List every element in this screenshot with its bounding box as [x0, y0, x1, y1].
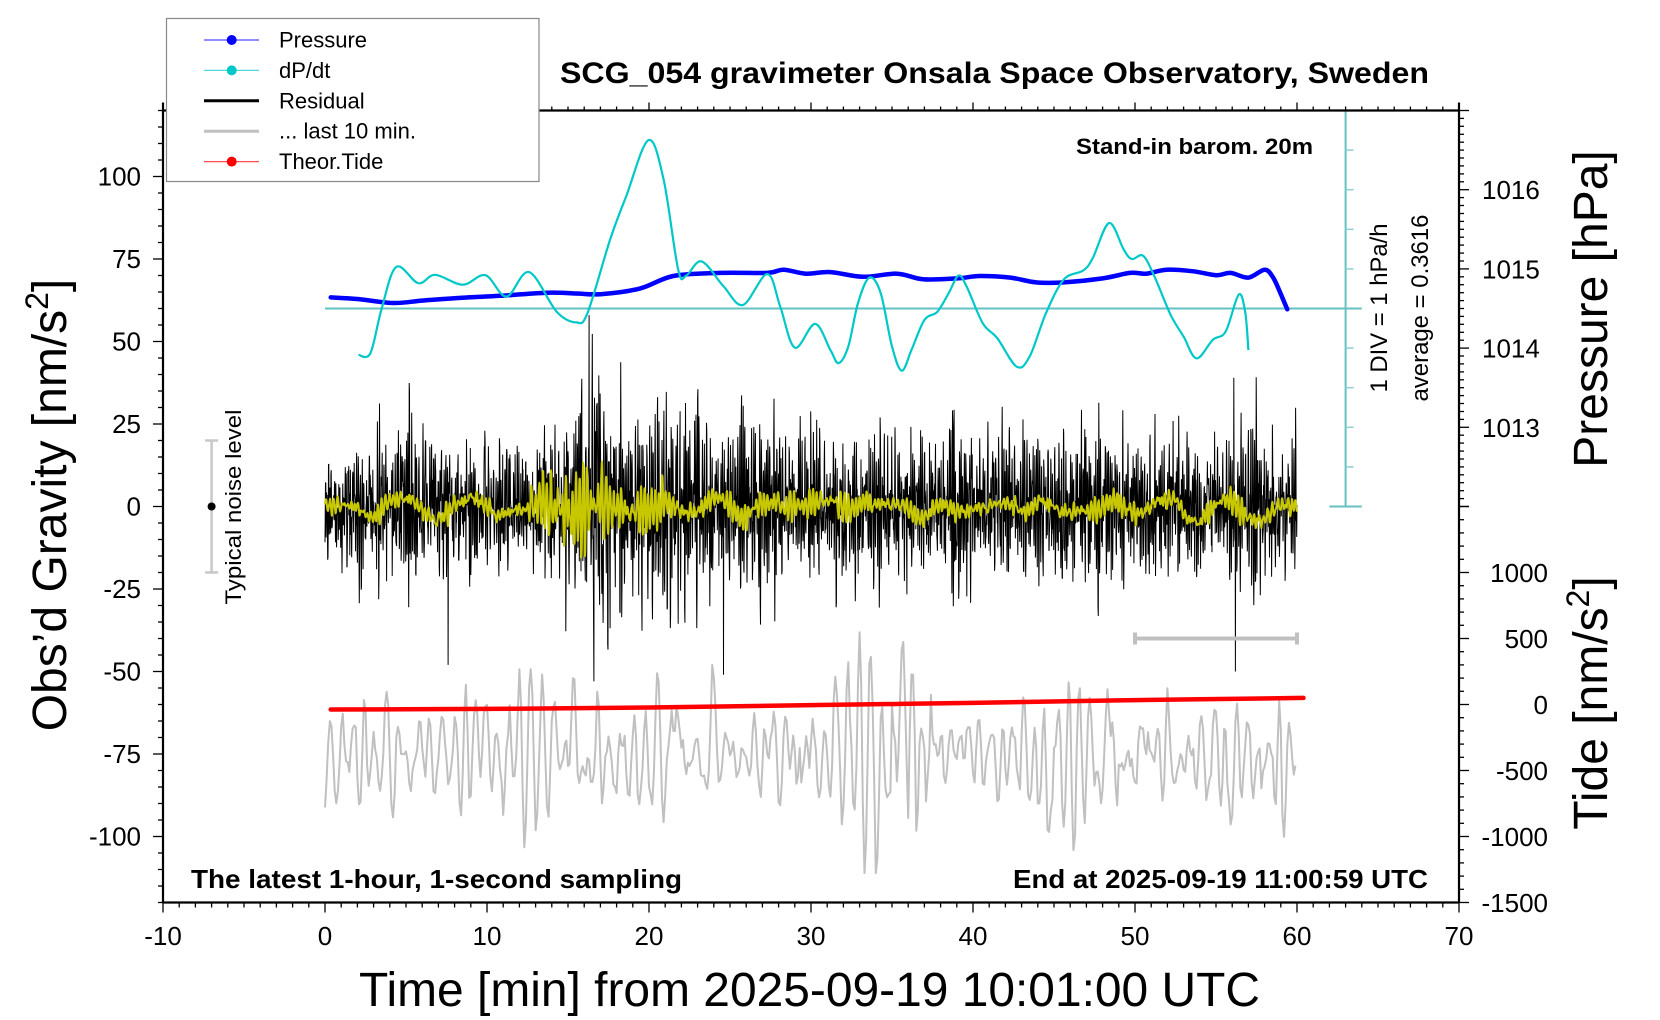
dpdt-line: [358, 139, 1250, 372]
pressure-line: [328, 267, 1290, 312]
x-tick-label: 40: [959, 921, 988, 951]
y-left-tick-label: -25: [103, 574, 141, 604]
x-tick-label: 60: [1283, 921, 1312, 951]
tide-tick-label: -1500: [1482, 888, 1549, 918]
y-axis-title-tide: Tide [nm/s2]: [1560, 576, 1618, 829]
y-left-tick-label: 50: [112, 327, 141, 357]
y-axis-title-left-sup: 2: [19, 292, 55, 310]
x-tick-label: 50: [1121, 921, 1150, 951]
tide-tick-label: 500: [1505, 624, 1548, 654]
legend-entry: dP/dt: [204, 58, 330, 83]
y-axis-title-pressure: Pressure [hPa]: [1565, 150, 1618, 467]
x-tick-label: -10: [144, 921, 182, 951]
tide-tick-label: -1000: [1482, 822, 1549, 852]
markers-layer: [205, 439, 1299, 645]
y-axis-title-tide-close: ]: [1565, 576, 1618, 589]
x-axis-title: Time [min] from 2025-09-19 10:01:00 UTC: [359, 964, 1260, 1017]
y-axis-title-left-text: Obs’d Gravity [nm/s: [24, 310, 77, 731]
residual-smoothed-line: [324, 460, 1298, 559]
y-axis-title-tide-text: Tide [nm/s: [1565, 607, 1618, 829]
window-note: The latest 1-hour, 1-second sampling: [191, 864, 682, 894]
legend-label: Pressure: [279, 28, 367, 53]
pressure-tick-label: 1013: [1482, 413, 1540, 443]
legend-entry: Residual: [204, 88, 365, 113]
x-tick-label: 0: [318, 921, 332, 951]
x-tick-label: 10: [473, 921, 502, 951]
y-left-tick-label: 75: [112, 244, 141, 274]
y-left-tick-label: -100: [89, 822, 141, 852]
y-left-tick-label: 100: [98, 162, 141, 192]
tide-tick-label: -500: [1496, 756, 1548, 786]
noise-level-dot: [207, 502, 216, 511]
y-axis-title-tide-sup: 2: [1560, 590, 1596, 608]
x-tick-label: 30: [797, 921, 826, 951]
dpdt-average-label: average = 0.3616: [1407, 215, 1434, 402]
legend-entry: ... last 10 min.: [204, 119, 416, 144]
legend-marker-dot: [226, 156, 237, 167]
series-layer: [324, 139, 1306, 875]
theor-tide-line: [328, 695, 1306, 712]
pressure-tick-label: 1014: [1482, 334, 1540, 364]
pressure-tick-label: 1015: [1482, 254, 1540, 284]
tick-labels-layer: -10 0 10 20 30 40 50 60 701007550250-25-50-75-10…: [89, 162, 1548, 952]
legend-label: ... last 10 min.: [279, 119, 416, 144]
chart-title: SCG_054 gravimeter Onsala Space Observat…: [560, 57, 1429, 90]
y-axis-title-left-close: ]: [24, 279, 77, 292]
legend-label: dP/dt: [279, 58, 330, 83]
y-axis-title-left: Obs’d Gravity [nm/s2]: [19, 279, 77, 732]
x-tick-label: 70: [1445, 921, 1474, 951]
noise-level-label: Typical noise level: [221, 410, 246, 605]
tide-tick-label: 0: [1534, 690, 1548, 720]
end-time-note: End at 2025-09-19 11:00:59 UTC: [1013, 864, 1428, 894]
station-note: Stand-in barom. 20m: [1076, 134, 1313, 159]
legend-label: Residual: [279, 88, 365, 113]
pressure-tick-label: 1016: [1482, 175, 1540, 205]
axes-layer: [153, 102, 1469, 913]
last-10-min-line: [324, 631, 1297, 875]
legend: Pressure dP/dt Residual ... last 10 min. The…: [165, 17, 540, 183]
x-tick-label: 20: [635, 921, 664, 951]
legend-label: Theor.Tide: [279, 149, 383, 174]
legend-marker-dot: [226, 35, 237, 45]
dpdt-div-label: 1 DIV = 1 hPa/h: [1366, 224, 1393, 393]
y-left-tick-label: -75: [103, 739, 141, 769]
y-left-tick-label: 0: [127, 492, 141, 522]
legend-marker-dot: [226, 65, 237, 76]
y-left-tick-label: -50: [103, 657, 141, 687]
tide-tick-label: 1000: [1490, 558, 1548, 588]
y-left-tick-label: 25: [112, 409, 141, 439]
legend-entry: Theor.Tide: [204, 149, 383, 174]
legend-entry: Pressure: [204, 28, 367, 53]
